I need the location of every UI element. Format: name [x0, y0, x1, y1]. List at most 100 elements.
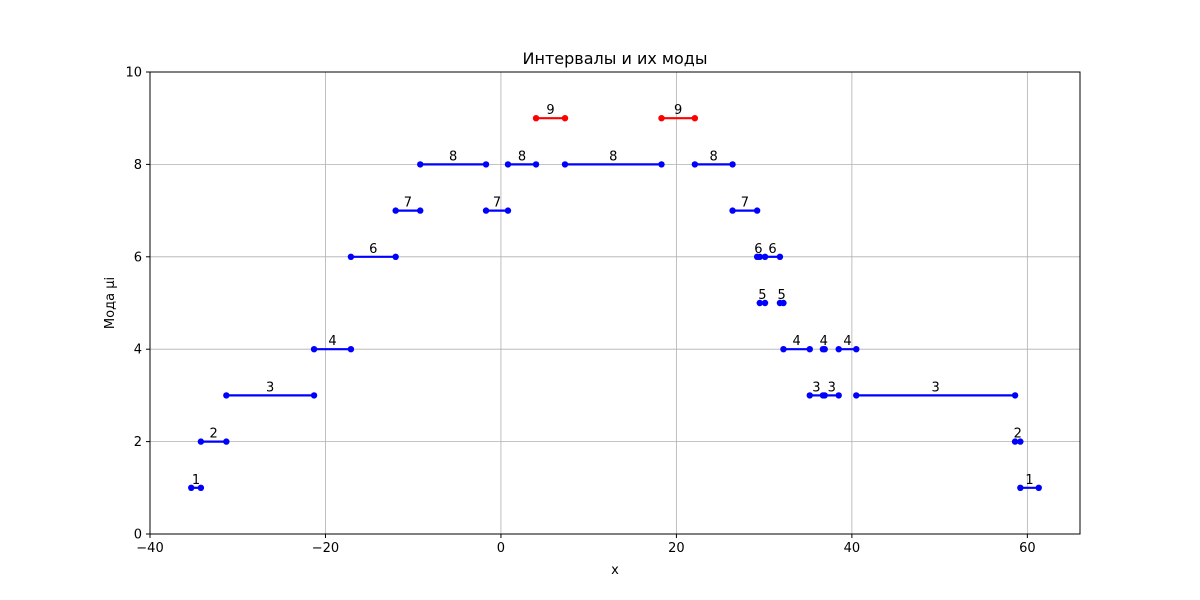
interval-mode-label: 4 [328, 334, 336, 349]
x-tick-label: −20 [312, 541, 339, 556]
interval-mode-label: 1 [1025, 473, 1033, 488]
interval-start-point [347, 253, 355, 260]
interval: 6 [753, 242, 763, 260]
interval: 2 [197, 427, 230, 445]
interval-start-point [756, 299, 763, 307]
interval-mode-label: 3 [812, 380, 820, 395]
interval-start-point [197, 438, 205, 445]
grid-lines [149, 71, 1080, 535]
interval: 9 [658, 103, 699, 122]
x-tick-label: 40 [844, 541, 861, 556]
interval: 7 [392, 196, 424, 214]
interval-mode-label: 6 [768, 242, 776, 257]
y-axis-label: Мода μi [103, 277, 118, 329]
interval-mode-label: 8 [518, 149, 526, 164]
interval: 3 [821, 380, 842, 399]
interval: 8 [504, 149, 540, 168]
interval-end-point [223, 438, 230, 445]
chart-title: Интервалы и их моды [523, 49, 708, 68]
interval-mode-label: 9 [674, 103, 682, 118]
interval-end-point [853, 346, 860, 353]
interval-end-point [756, 253, 763, 260]
interval: 8 [417, 149, 490, 168]
interval-mode-label: 7 [493, 196, 501, 211]
interval-mode-label: 8 [449, 149, 457, 164]
interval-start-point [417, 161, 424, 168]
interval-end-point [776, 253, 784, 260]
interval-start-point [310, 346, 318, 353]
interval-mode-label: 5 [758, 288, 766, 303]
interval: 3 [223, 380, 318, 399]
interval: 5 [776, 288, 787, 307]
interval-start-point [223, 392, 230, 399]
interval-end-point [310, 392, 318, 399]
interval-end-point [392, 253, 399, 260]
interval-mode-label: 3 [828, 380, 836, 395]
y-tick-label: 6 [134, 250, 142, 265]
y-tick-label: 0 [134, 528, 142, 543]
interval-start-point [821, 392, 828, 399]
interval-end-point [753, 207, 761, 214]
interval-mode-label: 4 [843, 334, 851, 349]
interval: 1 [188, 473, 205, 491]
interval-start-point [691, 161, 699, 168]
interval: 5 [756, 288, 769, 307]
interval-end-point [691, 115, 699, 122]
interval-mode-label: 8 [609, 149, 617, 164]
interval-end-point [347, 346, 355, 353]
x-tick-label: 20 [668, 541, 685, 556]
interval-end-point [532, 161, 540, 168]
x-tick-label: −40 [136, 541, 163, 556]
interval-mode-label: 6 [369, 242, 377, 257]
interval: 1 [1017, 473, 1042, 491]
interval-mode-label: 3 [932, 380, 940, 395]
interval: 7 [482, 196, 512, 214]
interval-mode-label: 4 [820, 334, 828, 349]
interval-start-point [188, 484, 195, 491]
interval-mode-label: 3 [266, 380, 274, 395]
interval-start-point [532, 115, 540, 122]
interval-start-point [806, 392, 813, 399]
interval: 4 [835, 334, 860, 353]
interval: 4 [780, 334, 813, 353]
interval: 2 [1011, 427, 1024, 445]
x-tick-label: 60 [1019, 541, 1036, 556]
x-tick-label: 0 [497, 541, 505, 556]
interval-mode-label: 2 [1014, 427, 1022, 442]
interval-end-point [561, 115, 569, 122]
interval: 4 [820, 334, 828, 353]
plot-frame [149, 71, 1081, 535]
interval-end-point [1017, 438, 1024, 445]
interval: 6 [347, 242, 399, 260]
interval-mode-label: 1 [192, 473, 200, 488]
interval: 3 [853, 380, 1019, 399]
interval-start-point [658, 115, 665, 122]
interval: 8 [691, 149, 736, 168]
interval-start-point [561, 161, 569, 168]
interval-end-point [780, 299, 787, 307]
interval-start-point [1017, 484, 1024, 491]
interval-start-point [482, 207, 490, 214]
interval-end-point [835, 392, 842, 399]
interval-start-point [780, 346, 787, 353]
interval-end-point [197, 484, 205, 491]
x-axis-label: x [611, 563, 619, 578]
interval-series: 1 2 3 4 6 7 8 7 8 9 8 9 8 7 6 5 6 5 4 3 4 3 4 3 2 1 [188, 103, 1042, 491]
interval-mode-label: 7 [741, 196, 749, 211]
interval: 9 [532, 103, 569, 122]
interval-mode-label: 8 [710, 149, 718, 164]
interval-mode-label: 4 [792, 334, 800, 349]
interval-mode-label: 7 [404, 196, 412, 211]
interval-mode-label: 6 [754, 242, 762, 257]
interval-end-point [417, 207, 424, 214]
y-tick-label: 10 [125, 66, 142, 81]
interval-end-point [658, 161, 665, 168]
interval-end-point [821, 346, 828, 353]
interval-end-point [729, 161, 736, 168]
y-tick-label: 4 [134, 343, 142, 358]
interval-start-point [729, 207, 736, 214]
y-tick-label: 2 [134, 435, 142, 450]
interval-end-point [504, 207, 512, 214]
interval-start-point [853, 392, 860, 399]
